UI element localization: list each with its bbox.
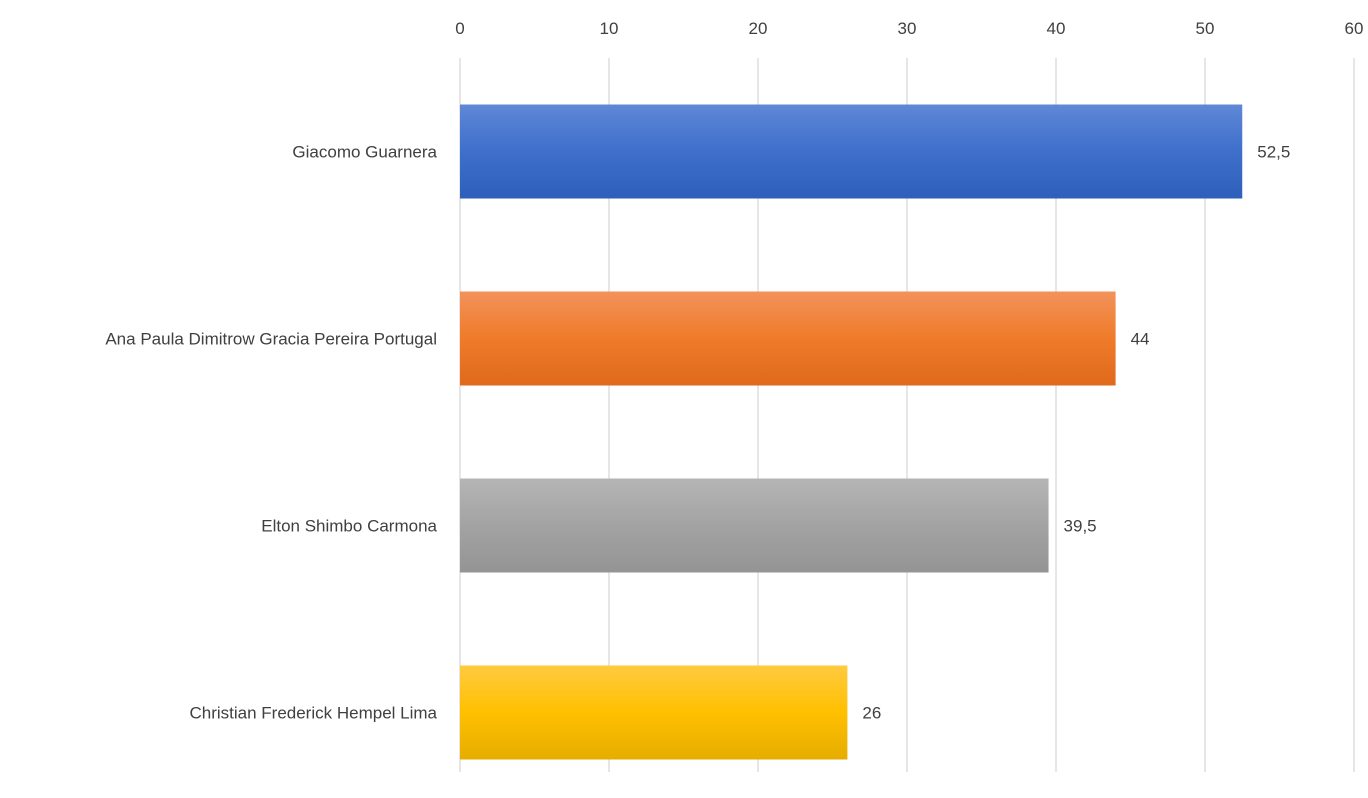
bar (460, 291, 1116, 386)
x-tick-label: 0 (455, 19, 464, 38)
x-tick-label: 10 (600, 19, 619, 38)
category-label: Giacomo Guarnera (292, 143, 437, 162)
data-label: 52,5 (1257, 143, 1290, 162)
category-label: Christian Frederick Hempel Lima (189, 704, 437, 723)
x-tick-label: 20 (749, 19, 768, 38)
category-label: Elton Shimbo Carmona (261, 517, 437, 536)
x-tick-label: 60 (1345, 19, 1364, 38)
x-axis-ticks: 0 10 20 30 40 50 60 (455, 19, 1363, 38)
x-tick-label: 50 (1196, 19, 1215, 38)
data-label: 44 (1131, 330, 1150, 349)
bars (460, 104, 1243, 760)
x-tick-label: 30 (898, 19, 917, 38)
data-labels: 52,5 44 39,5 26 (862, 143, 1290, 723)
x-tick-label: 40 (1047, 19, 1066, 38)
category-label: Ana Paula Dimitrow Gracia Pereira Portug… (105, 330, 437, 349)
bar (460, 478, 1049, 573)
bar (460, 104, 1243, 199)
bar (460, 665, 848, 760)
data-label: 39,5 (1064, 517, 1097, 536)
data-label: 26 (862, 704, 881, 723)
category-labels: Giacomo Guarnera Ana Paula Dimitrow Graci… (105, 143, 437, 723)
